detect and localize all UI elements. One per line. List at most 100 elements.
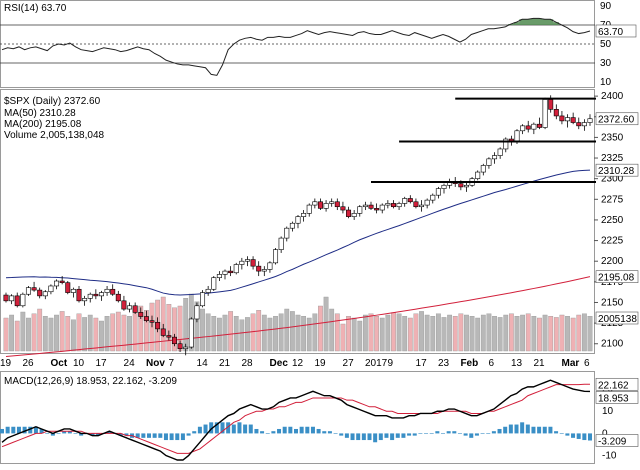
ma50-line <box>5 169 591 296</box>
volume-bar <box>211 316 217 352</box>
macd-histogram-bar <box>90 433 95 436</box>
candle-body <box>323 203 329 209</box>
volume-bar <box>334 313 340 352</box>
candle-body <box>385 203 391 206</box>
candle-body <box>301 213 307 217</box>
candle-body <box>486 158 492 166</box>
macd-histogram-bar <box>554 431 559 434</box>
candle-body <box>581 122 587 127</box>
candle-body <box>413 201 419 208</box>
candle-body <box>115 293 121 302</box>
macd-histogram-bar <box>237 422 242 434</box>
volume-bar <box>9 314 15 352</box>
volume-bar <box>306 317 312 352</box>
candle-body <box>121 300 127 310</box>
volume-bar <box>166 304 172 352</box>
volume-bar <box>312 313 318 352</box>
candle-body <box>9 295 15 302</box>
candle-body <box>149 320 155 323</box>
macd-tick-label: -10 <box>602 451 617 462</box>
candle-body <box>402 198 408 204</box>
macd-histogram-bar <box>548 426 553 434</box>
macd-histogram-bar <box>231 424 236 434</box>
price-last-value: 2372.60 <box>598 115 635 126</box>
volume-bar <box>172 307 177 352</box>
macd-histogram-bar <box>79 433 84 436</box>
macd-hist-last: -3.209 <box>598 437 627 448</box>
candle-body <box>503 138 509 150</box>
macd-last-box <box>595 391 639 404</box>
candle-body <box>368 204 374 209</box>
x-axis-label: 13 <box>511 358 523 369</box>
macd-histogram-bar <box>582 433 587 441</box>
macd-histogram-bar <box>73 433 78 435</box>
volume-bar <box>87 314 93 352</box>
macd-histogram-bar <box>197 426 202 434</box>
x-axis-label: 9 <box>387 358 393 369</box>
macd-histogram-bar <box>310 426 315 434</box>
macd-line <box>1 379 591 461</box>
volume-bar <box>76 313 82 352</box>
price-panel: $SPX (Daily) 2372.60 MA(50) 2310.28 MA(2… <box>0 89 639 369</box>
volume-legend: Volume 2,005,138,048 <box>4 130 105 141</box>
volume-bar <box>54 314 59 352</box>
x-axis-label: 21 <box>219 358 231 369</box>
macd-signal-last-box <box>595 377 639 391</box>
volume-bar <box>37 308 43 352</box>
candle-body <box>222 270 228 275</box>
macd-histogram-bar <box>412 433 417 436</box>
volume-bar <box>121 314 127 352</box>
volume-bar <box>475 317 481 352</box>
macd-histogram-bar <box>265 433 270 435</box>
volume-last-box <box>595 311 639 325</box>
volume-bar <box>99 320 104 352</box>
macd-histogram-bar <box>169 433 174 441</box>
volume-bar <box>20 311 26 352</box>
candle-body <box>104 288 110 293</box>
macd-histogram-bar <box>180 433 185 441</box>
macd-histogram-bar <box>384 433 389 438</box>
macd-histogram-bar <box>531 426 536 434</box>
volume-bar <box>553 317 559 352</box>
rsi-panel: RSI(14) 63.70 103050709063.70 <box>0 0 637 88</box>
volume-bar <box>419 311 424 352</box>
macd-histogram-bar <box>147 433 151 438</box>
candle-body <box>183 346 189 349</box>
price-tick-label: 2100 <box>601 339 624 350</box>
volume-bar <box>391 312 396 352</box>
volume-bar <box>413 313 419 352</box>
macd-histogram-bar <box>214 422 219 434</box>
macd-histogram-bar <box>152 433 157 438</box>
volume-bar <box>542 314 548 352</box>
volume-bar <box>48 317 54 352</box>
candle-body <box>87 293 93 299</box>
ma50-legend: MA(50) 2310.28 <box>4 108 76 119</box>
candle-body <box>289 222 295 229</box>
candle-body <box>351 213 357 217</box>
macd-signal-last: 22.162 <box>598 380 629 391</box>
candle-body <box>419 204 425 208</box>
macd-histogram-bar <box>50 433 55 436</box>
volume-bar <box>239 319 245 352</box>
candle-body <box>480 165 486 173</box>
candle-body <box>379 204 385 211</box>
rsi-last-box <box>595 24 637 38</box>
volume-bar <box>587 316 593 352</box>
macd-histogram-bar <box>39 428 44 434</box>
macd-histogram-bar <box>333 433 338 435</box>
candle-body <box>492 155 498 160</box>
volume-bar <box>329 308 335 352</box>
candle-body <box>362 204 368 208</box>
x-axis-label: 7 <box>168 358 174 369</box>
candle-body <box>525 125 531 130</box>
candle-body <box>340 206 346 211</box>
volume-bar <box>216 317 222 352</box>
volume-bar <box>245 317 250 352</box>
candle-body <box>14 295 20 307</box>
macd-histogram-bar <box>508 424 513 434</box>
volume-bar <box>565 316 570 352</box>
macd-histogram-bar <box>469 433 474 438</box>
candle-body <box>435 188 441 196</box>
volume-bar <box>497 317 503 352</box>
macd-histogram-bar <box>209 422 214 434</box>
